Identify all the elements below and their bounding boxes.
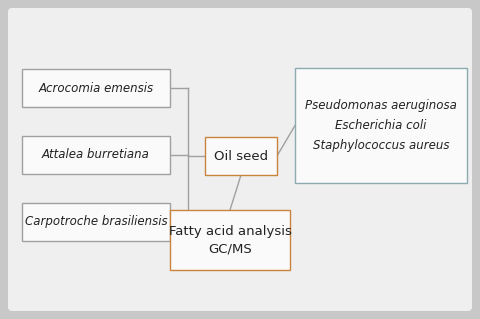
Text: GC/MS: GC/MS [208, 242, 252, 256]
FancyBboxPatch shape [170, 210, 290, 270]
Text: Acrocomia emensis: Acrocomia emensis [38, 81, 154, 94]
FancyBboxPatch shape [22, 203, 170, 241]
FancyBboxPatch shape [205, 137, 277, 175]
Text: Escherichia coli: Escherichia coli [336, 119, 427, 132]
FancyBboxPatch shape [8, 8, 472, 311]
Text: Attalea burretiana: Attalea burretiana [42, 149, 150, 161]
Text: Staphylococcus aureus: Staphylococcus aureus [313, 139, 449, 152]
FancyBboxPatch shape [22, 136, 170, 174]
Text: Pseudomonas aeruginosa: Pseudomonas aeruginosa [305, 99, 457, 112]
Text: Oil seed: Oil seed [214, 150, 268, 162]
FancyBboxPatch shape [295, 68, 467, 183]
Text: Fatty acid analysis: Fatty acid analysis [168, 225, 291, 238]
Text: Carpotroche brasiliensis: Carpotroche brasiliensis [24, 216, 168, 228]
FancyBboxPatch shape [22, 69, 170, 107]
